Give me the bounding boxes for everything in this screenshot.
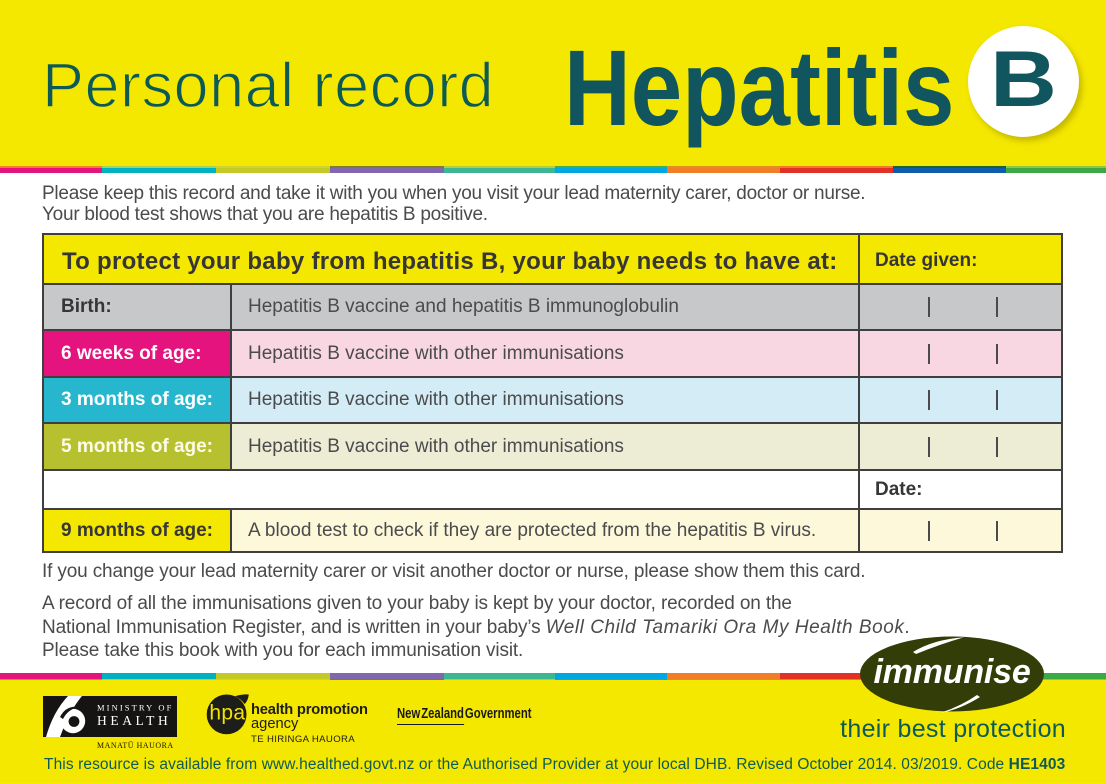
svg-text:HEALTH: HEALTH: [97, 713, 171, 728]
svg-text:MINISTRY OF: MINISTRY OF: [97, 703, 173, 713]
svg-text:hpa: hpa: [209, 701, 245, 724]
svg-text:immunise: immunise: [873, 653, 1030, 691]
